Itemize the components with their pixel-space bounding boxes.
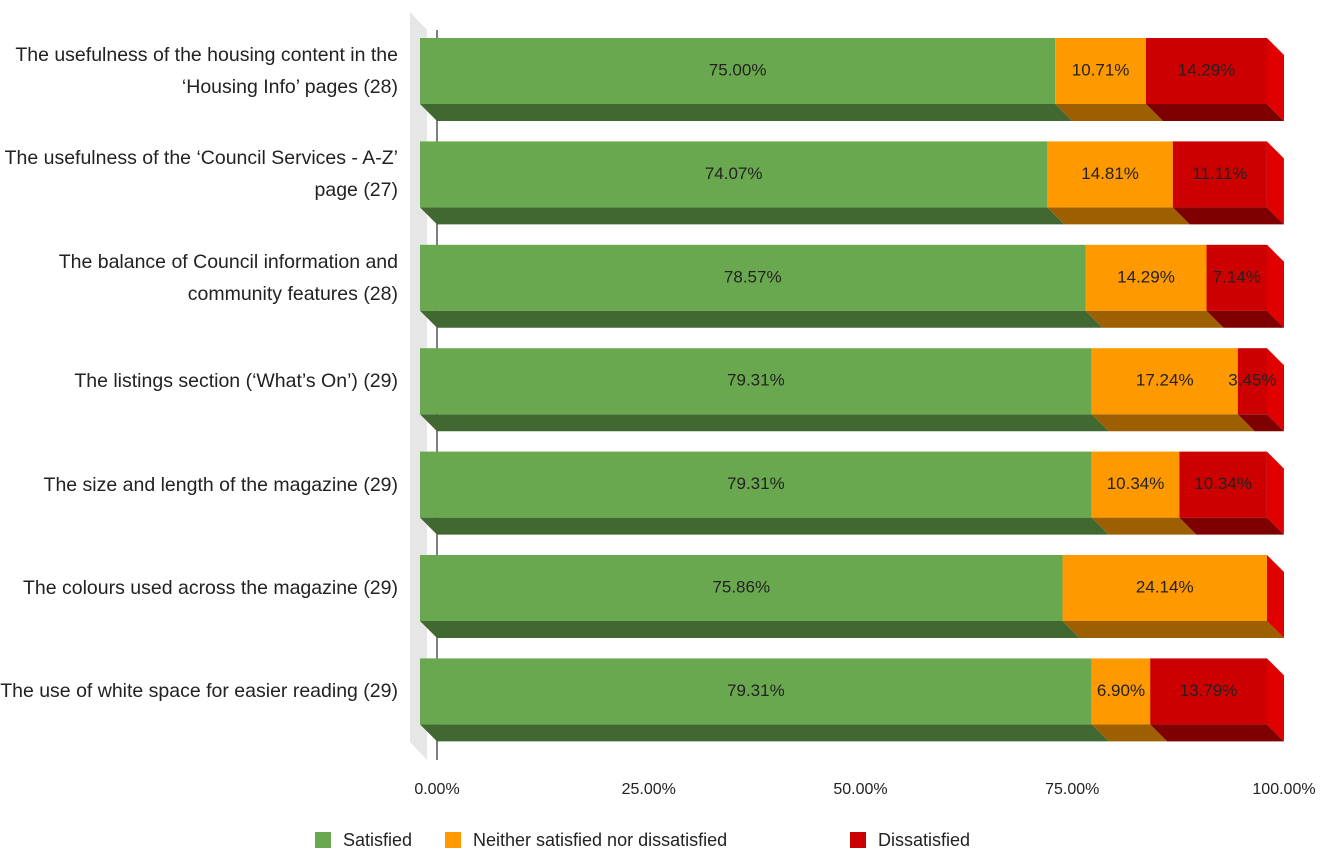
value-label: 14.81% [1081,164,1139,183]
bar-bottom-face [420,621,1080,638]
bar-bottom-face [1091,414,1255,432]
value-label: 79.31% [727,681,785,700]
x-tick-label: 50.00% [833,781,887,798]
bar-bottom-face [420,207,1065,225]
value-label: 7.14% [1213,267,1261,286]
bar-bottom-face [420,104,1073,121]
category-label: The use of white space for easier readin… [0,680,398,703]
category-label: The balance of Council information and c… [58,250,398,305]
bar-end-face [1266,451,1284,535]
value-label: 10.71% [1072,60,1130,79]
value-label: 13.79% [1180,681,1238,700]
bar-bottom-face [1055,104,1163,121]
value-label: 10.34% [1194,474,1252,493]
bar-end-face [1267,658,1284,742]
legend-swatch [445,832,461,848]
bar [1055,38,1146,104]
bar [1179,451,1267,518]
bar [1091,658,1151,725]
bar [1206,244,1267,311]
value-label: 24.14% [1136,577,1194,596]
category-label: The size and length of the magazine (29) [43,473,398,496]
value-label: 17.24% [1136,371,1194,390]
bar-bottom-face [1206,310,1284,328]
bar-end-face [1267,38,1284,121]
value-label: 14.29% [1178,60,1236,79]
bar-bottom-face [1237,414,1284,432]
bar [420,141,1048,208]
x-tick-label: 100.00% [1252,781,1315,798]
bar-bottom-face [1179,517,1284,535]
bar-bottom-face [1085,310,1224,328]
bar [420,555,1063,621]
x-tick-label: 75.00% [1045,781,1099,798]
bar-bottom-face [1091,517,1197,535]
value-label: 75.86% [712,577,770,596]
bar-bottom-face [1062,621,1284,638]
bar [1047,141,1173,208]
bar [420,38,1056,104]
value-label: 79.31% [727,474,785,493]
bar [1085,244,1207,311]
value-label: 6.90% [1097,681,1145,700]
value-label: 75.00% [709,60,767,79]
bar [1091,348,1238,415]
bar [420,348,1092,415]
bar-end-face [1267,244,1284,328]
bar-end-face [1267,348,1284,432]
value-label: 74.07% [705,164,763,183]
bar-bottom-face [420,310,1103,328]
value-label: 11.11% [1192,164,1247,183]
bar [1237,348,1267,415]
bar-bottom-face [1047,207,1190,225]
bar-bottom-face [420,724,1109,742]
bar [1062,555,1267,621]
bar-bottom-face [420,517,1109,535]
legend-swatch [315,832,331,848]
bar-bottom-face [1145,104,1284,121]
bar [1091,451,1180,518]
value-label: 79.31% [727,371,785,390]
legend-swatch [850,832,866,848]
category-label: The colours used across the magazine (29… [22,577,398,599]
bar [420,451,1092,518]
bar-bottom-face [1150,724,1284,742]
bar-bottom-face [1172,207,1284,225]
legend-label: Neither satisfied nor dissatisfied [473,830,727,850]
bar [1172,141,1267,208]
category-label: The usefulness of the housing content in… [15,44,398,98]
value-label: 10.34% [1107,474,1165,493]
x-tick-label: 0.00% [414,781,459,798]
legend-label: Dissatisfied [878,830,970,850]
value-label: 3.45% [1228,371,1276,390]
bar-bottom-face [1091,724,1168,742]
bar [1145,38,1267,104]
value-label: 14.29% [1117,267,1175,286]
legend-label: Satisfied [343,830,412,850]
value-label: 78.57% [724,267,782,286]
bar-end-face [1266,141,1284,225]
bar-bottom-face [420,414,1109,432]
bar [420,244,1086,311]
category-label: The usefulness of the ‘Council Services … [4,147,398,202]
category-label: The listings section (‘What’s On’) (29) [74,370,398,393]
bar [1150,658,1267,725]
x-tick-label: 25.00% [622,781,676,798]
bar-end-face [1267,555,1284,638]
bar [420,658,1092,725]
